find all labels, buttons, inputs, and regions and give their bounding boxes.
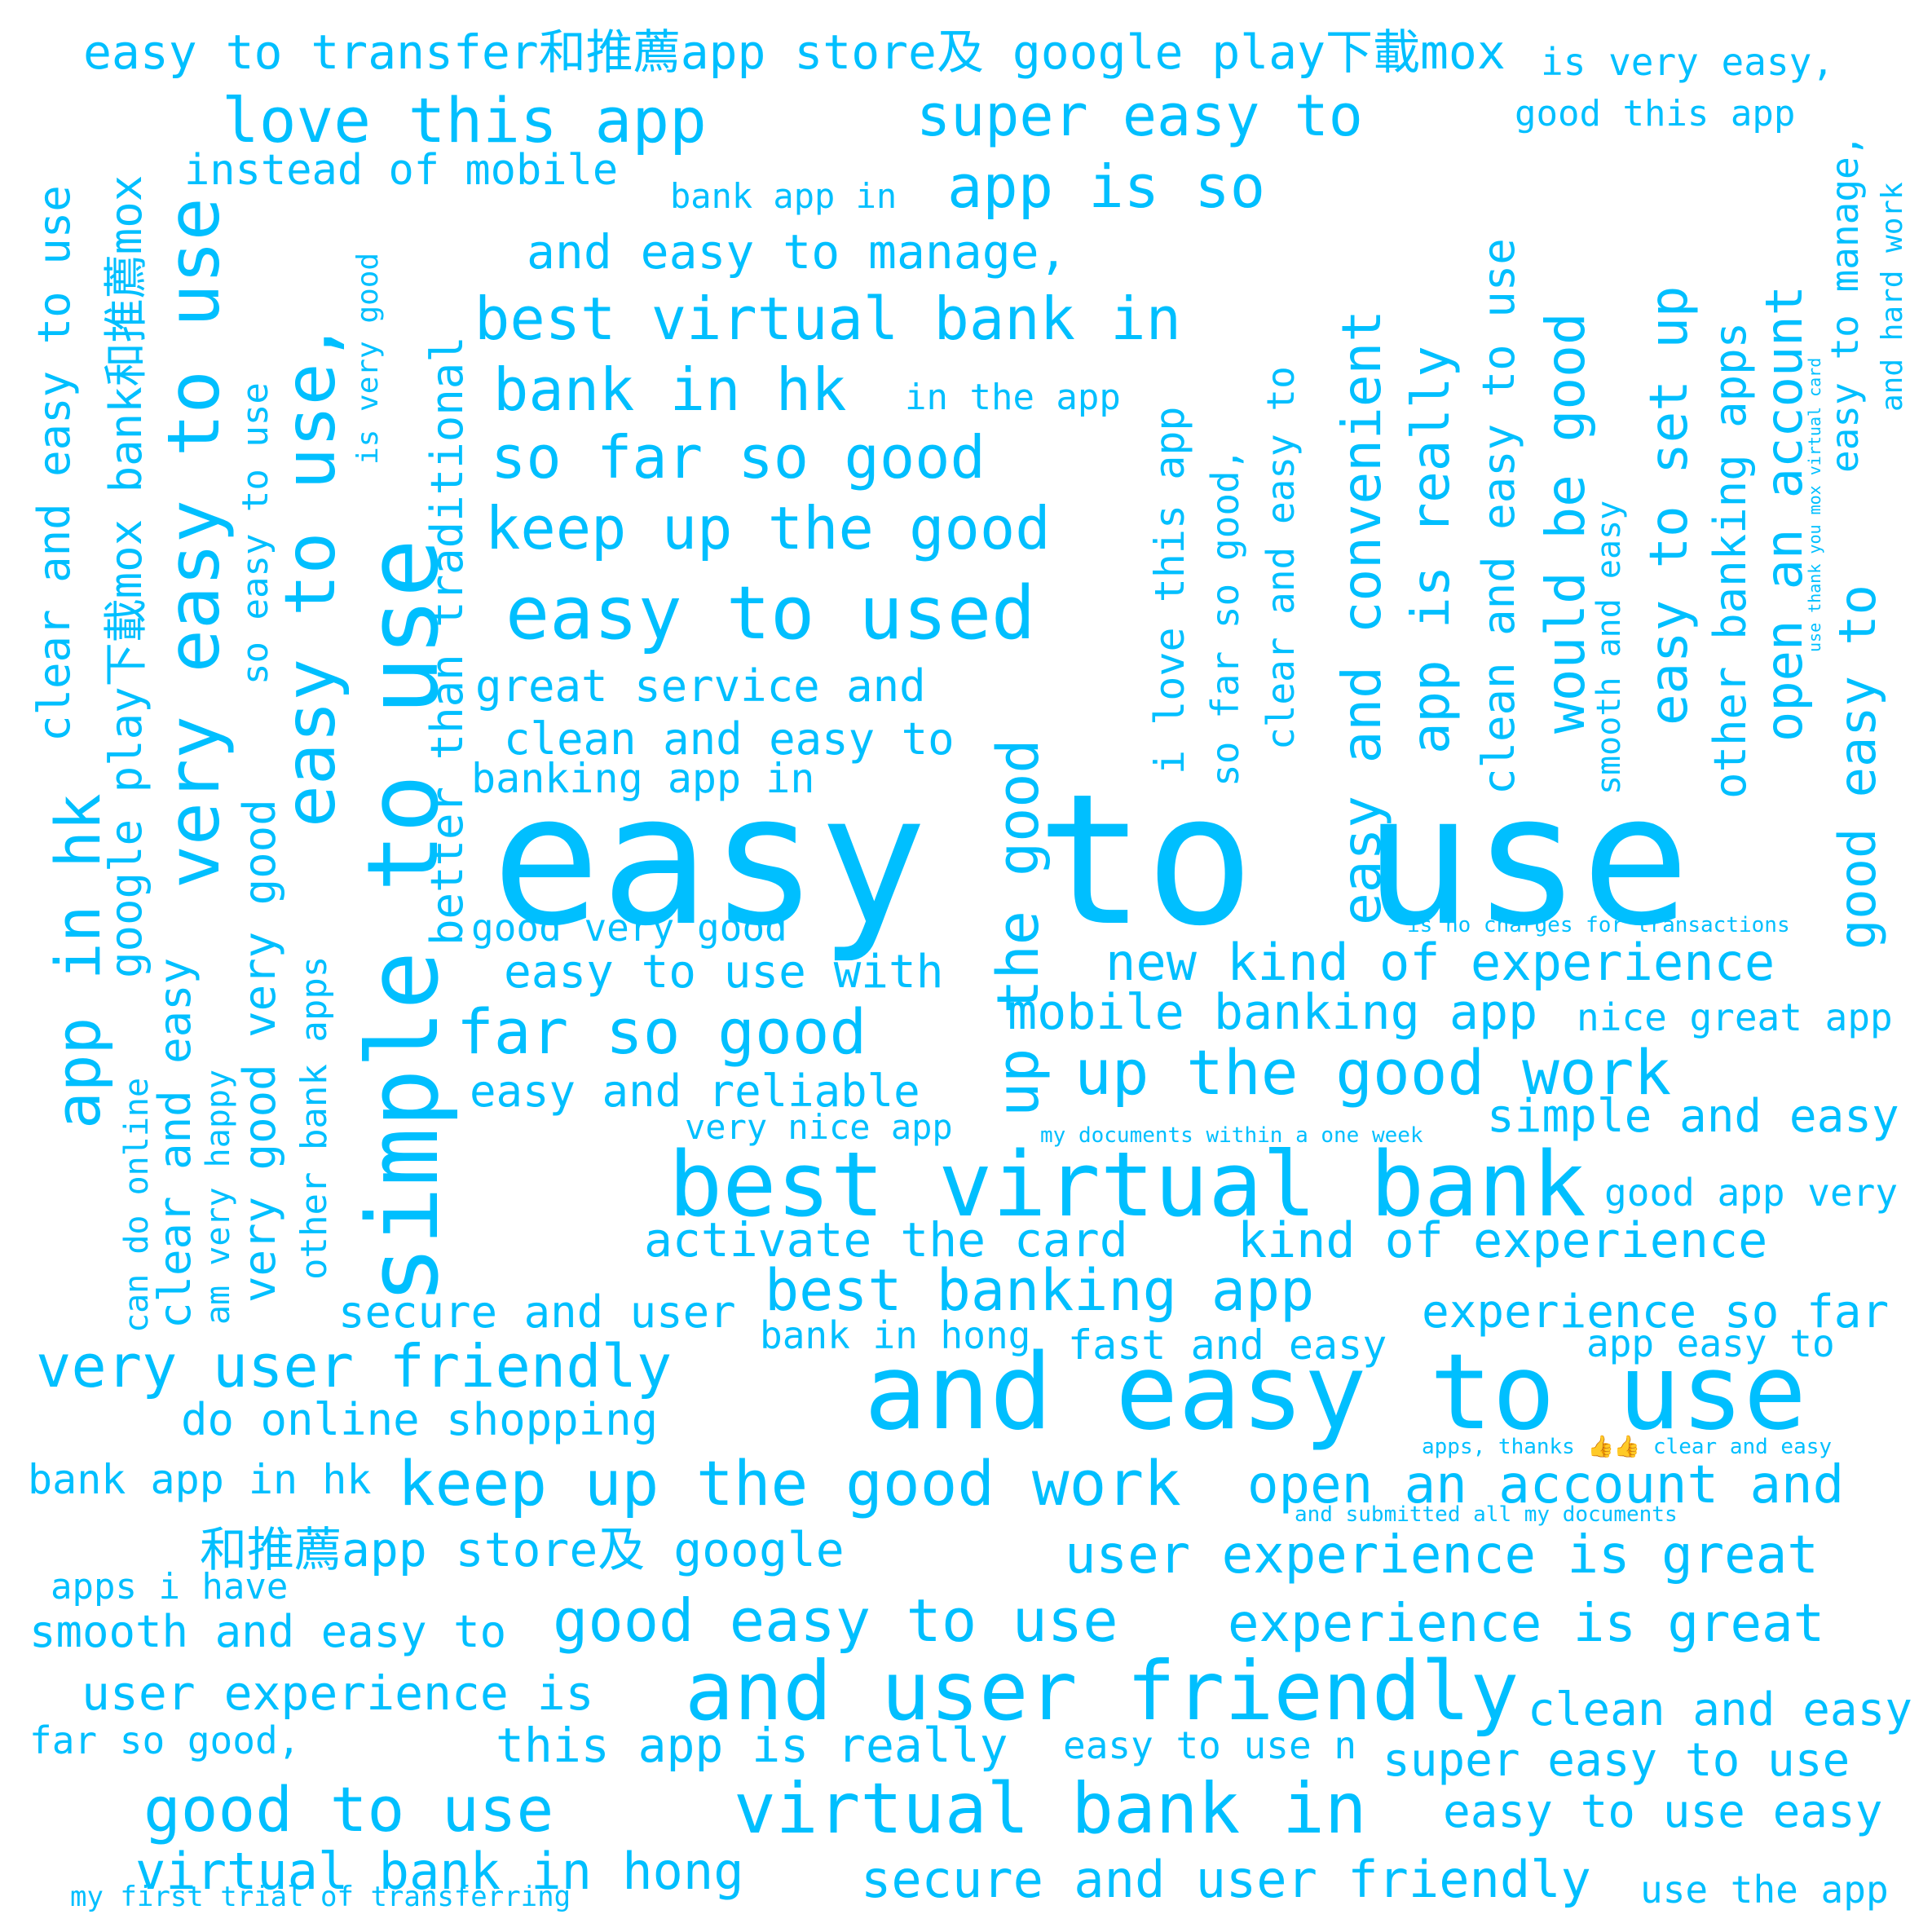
cloud-word: good very good (471, 906, 787, 950)
cloud-word: easy to manage, (1823, 134, 1867, 473)
cloud-word: smooth and easy (1590, 500, 1628, 795)
cloud-word: and easy to use (864, 1332, 1806, 1453)
cloud-word: better than traditional (421, 336, 473, 946)
cloud-word: up the good (985, 739, 1052, 1117)
cloud-word: i love this app (1146, 406, 1193, 774)
cloud-word: super easy to (916, 82, 1363, 149)
cloud-word: good easy to use (553, 1586, 1118, 1655)
cloud-word: would be good (1534, 312, 1597, 734)
cloud-word: easy to use (492, 756, 1691, 966)
cloud-word: easy to use, (270, 320, 351, 827)
cloud-word: instead of mobile (184, 146, 619, 195)
cloud-word: so easy to use (235, 382, 276, 685)
cloud-word: easy to used (505, 571, 1036, 656)
cloud-word: clear and easy (149, 957, 201, 1329)
cloud-word: fast and easy (1068, 1321, 1387, 1369)
cloud-word: bank in hong (760, 1313, 1031, 1357)
cloud-word: use thank you mox virtual card (1805, 357, 1824, 652)
cloud-word: and hard work (1876, 182, 1909, 412)
cloud-word: bank app in (670, 176, 898, 216)
cloud-word: easy and convenient (1330, 310, 1393, 925)
cloud-word: am very happy (200, 1069, 237, 1325)
cloud-word: and submitted all my documents (1295, 1502, 1678, 1527)
cloud-word: can do online (118, 1077, 156, 1333)
cloud-word: in the app (905, 377, 1121, 418)
cloud-word: activate the card (644, 1212, 1128, 1268)
cloud-word: nice great app (1577, 995, 1893, 1039)
cloud-word: open an account (1754, 285, 1814, 742)
cloud-word: easy to transfer和推薦app store及 google pla… (83, 24, 1506, 80)
cloud-word: apps, thanks 👍👍 clear and easy (1422, 1435, 1833, 1459)
cloud-word: experience is great (1228, 1594, 1825, 1654)
cloud-word: clear and easy to use (29, 185, 80, 742)
cloud-word: very easy to use (152, 197, 236, 889)
cloud-word: is no charges for transactions (1407, 913, 1790, 937)
cloud-word: clean and easy (1528, 1683, 1913, 1736)
cloud-word: easy to use easy (1443, 1785, 1883, 1838)
cloud-word: clean and easy to use (1473, 238, 1524, 795)
cloud-word: easy to use n (1063, 1723, 1357, 1767)
cloud-word: apps i have (51, 1566, 289, 1608)
cloud-word: open an account and (1247, 1455, 1845, 1515)
cloud-word: love this app (222, 84, 707, 157)
cloud-word: keep up the good (485, 494, 1051, 562)
cloud-word: simple and easy (1487, 1090, 1899, 1143)
cloud-word: do online shopping (181, 1394, 659, 1445)
cloud-word: user experience is (82, 1665, 594, 1721)
cloud-word: very user friendly (36, 1332, 673, 1400)
cloud-word: easy to set up (1639, 285, 1700, 726)
cloud-word: google play下載mox bank和推薦mox (100, 174, 152, 978)
cloud-word: other banking apps (1705, 321, 1756, 799)
cloud-word: virtual bank in hong (135, 1842, 744, 1901)
cloud-word: experience so far (1422, 1286, 1890, 1339)
cloud-word: easy to use with (504, 946, 944, 999)
cloud-word: my first trial of transferring (70, 1881, 571, 1913)
cloud-word: kind of experience (1237, 1212, 1768, 1269)
cloud-word: very good very good (234, 799, 285, 1303)
cloud-word: app easy to (1586, 1321, 1835, 1365)
cloud-word: bank app in hk (28, 1456, 372, 1503)
cloud-word: secure and user friendly (861, 1850, 1591, 1909)
cloud-word: best virtual bank in (474, 285, 1181, 353)
cloud-word: app is so (947, 152, 1266, 221)
cloud-word: best banking app (765, 1257, 1315, 1324)
cloud-word: up the good work (1074, 1036, 1672, 1109)
cloud-word: keep up the good work (398, 1447, 1181, 1520)
cloud-word: use the app (1640, 1868, 1889, 1912)
cloud-word: good this app (1515, 93, 1796, 135)
cloud-word: smooth and easy to (29, 1606, 507, 1657)
cloud-word: this app is really (496, 1718, 1008, 1773)
cloud-word: clear and easy to (1259, 366, 1303, 750)
cloud-word: user experience is great (1065, 1525, 1819, 1586)
cloud-word: is very easy, (1541, 40, 1835, 84)
cloud-word: banking app in (471, 755, 815, 802)
cloud-word: good easy to (1828, 584, 1887, 950)
cloud-word: secure and user (338, 1286, 736, 1338)
cloud-word: my documents within a one week (1040, 1123, 1423, 1148)
cloud-word: easy and reliable (470, 1065, 920, 1117)
cloud-word: so far so good, (1203, 448, 1247, 787)
cloud-word: clean and easy to (504, 713, 955, 765)
cloud-word: far so good (457, 995, 867, 1068)
cloud-word: bank in hk (493, 355, 847, 424)
cloud-word: 和推薦app store及 google (200, 1522, 845, 1577)
cloud-word: super easy to use (1383, 1734, 1850, 1787)
cloud-word: so far so good (491, 423, 986, 492)
cloud-word: app is really (1401, 346, 1462, 754)
cloud-word: other bank apps (293, 955, 335, 1280)
cloud-word: great service and (475, 660, 926, 712)
cloud-word: very nice app (685, 1107, 953, 1147)
cloud-word: is very good (351, 252, 385, 465)
cloud-word: mobile banking app (1008, 984, 1538, 1041)
cloud-word: new kind of experience (1105, 933, 1775, 992)
cloud-word: far so good, (29, 1718, 301, 1762)
cloud-word: and easy to manage, (527, 224, 1068, 280)
cloud-word: and user friendly (685, 1643, 1520, 1739)
cloud-word: virtual bank in (734, 1768, 1367, 1850)
cloud-word: best virtual bank (668, 1132, 1586, 1237)
cloud-word: good to use (143, 1773, 554, 1846)
cloud-word: good app very (1604, 1171, 1899, 1215)
